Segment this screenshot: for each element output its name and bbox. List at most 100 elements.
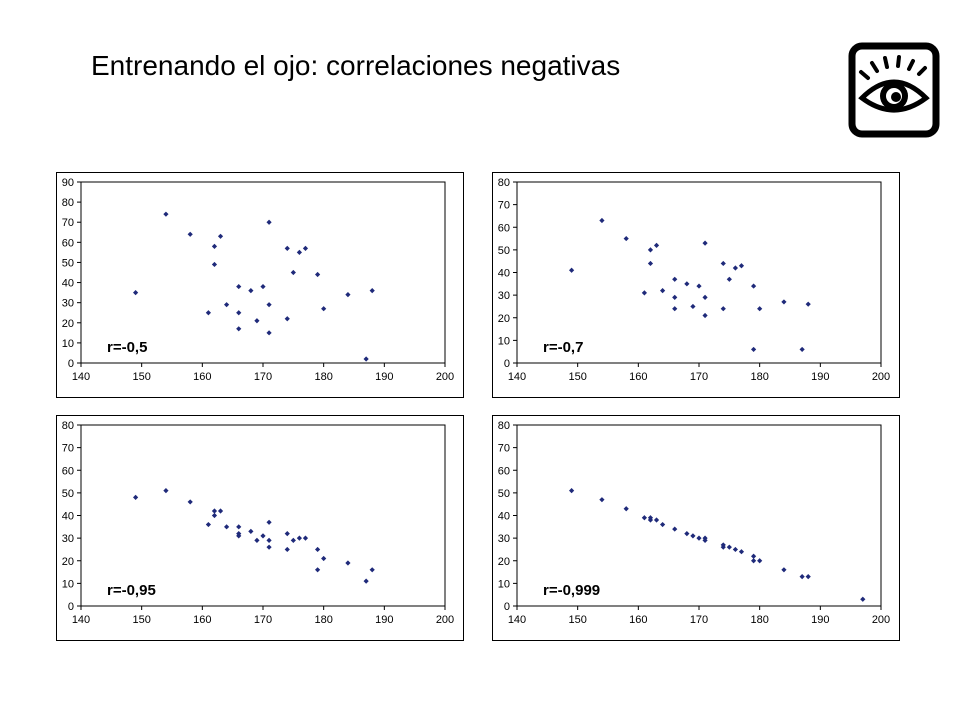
scatter-point bbox=[284, 546, 290, 553]
x-tick-label: 150 bbox=[568, 614, 586, 626]
scatter-point bbox=[284, 316, 290, 322]
scatter-point bbox=[684, 281, 690, 287]
x-tick-label: 180 bbox=[750, 371, 768, 383]
scatter-point bbox=[290, 269, 296, 276]
chart-frame bbox=[56, 415, 464, 641]
x-tick-label: 200 bbox=[872, 371, 890, 383]
correlation-label: r=-0,95 bbox=[107, 582, 156, 599]
scatter-point bbox=[672, 294, 678, 300]
scatter-point bbox=[315, 271, 321, 278]
chart-frame bbox=[56, 172, 464, 398]
x-tick-label: 180 bbox=[750, 614, 768, 626]
scatter-point bbox=[751, 553, 757, 559]
scatter-point bbox=[236, 310, 242, 316]
y-tick-label: 20 bbox=[62, 556, 74, 568]
x-tick-label: 190 bbox=[375, 614, 393, 626]
y-tick-label: 80 bbox=[62, 420, 74, 432]
y-tick-label: 40 bbox=[62, 278, 74, 290]
correlation-label: r=-0,999 bbox=[543, 582, 600, 599]
x-tick-label: 170 bbox=[254, 614, 272, 626]
y-tick-label: 60 bbox=[498, 222, 510, 234]
x-tick-label: 200 bbox=[872, 614, 890, 626]
x-tick-label: 180 bbox=[314, 614, 332, 626]
scatter-point bbox=[720, 260, 726, 267]
x-tick-label: 200 bbox=[436, 371, 454, 383]
scatter-point bbox=[266, 219, 272, 225]
y-tick-label: 50 bbox=[62, 488, 74, 500]
scatter-point bbox=[690, 303, 696, 310]
y-tick-label: 40 bbox=[498, 268, 510, 280]
scatter-point bbox=[315, 546, 321, 553]
x-tick-label: 190 bbox=[811, 614, 829, 626]
scatter-point bbox=[236, 533, 242, 539]
scatter-chart-r-0-5: 0 10 20 30 40 50 60 70 80 90 140 150 160 170 180 190 200… bbox=[56, 172, 464, 398]
scatter-point bbox=[187, 231, 193, 237]
scatter-point bbox=[345, 292, 351, 298]
scatter-point bbox=[217, 233, 224, 239]
y-tick-label: 20 bbox=[62, 318, 74, 330]
y-tick-label: 80 bbox=[62, 197, 74, 209]
y-tick-label: 60 bbox=[498, 465, 510, 477]
scatter-point bbox=[321, 306, 327, 312]
y-tick-label: 90 bbox=[62, 177, 74, 189]
chart-frame bbox=[492, 172, 900, 398]
scatter-chart-r-0-999: 0 10 20 30 40 50 60 70 80 140 150 160 170 180 190 200 r=… bbox=[492, 415, 900, 641]
y-tick-label: 80 bbox=[498, 177, 510, 189]
scatter-point bbox=[696, 283, 702, 289]
y-tick-label: 10 bbox=[498, 335, 510, 347]
scatter-chart-r-0-7: 0 10 20 30 40 50 60 70 80 140 150 160 170 180 190 200 r=… bbox=[492, 172, 900, 398]
scatter-point bbox=[211, 243, 218, 249]
scatter-point bbox=[284, 245, 290, 251]
scatter-point bbox=[751, 283, 757, 289]
scatter-point bbox=[696, 535, 702, 541]
scatter-point bbox=[302, 245, 309, 251]
x-tick-label: 190 bbox=[375, 371, 393, 383]
x-tick-label: 180 bbox=[314, 371, 332, 383]
y-tick-label: 30 bbox=[498, 290, 510, 302]
eye-icon bbox=[848, 42, 940, 138]
scatter-point bbox=[751, 558, 757, 564]
scatter-point bbox=[205, 310, 211, 316]
scatter-point bbox=[805, 301, 811, 307]
y-tick-label: 20 bbox=[498, 556, 510, 568]
scatter-point bbox=[653, 242, 660, 248]
x-tick-label: 170 bbox=[690, 371, 708, 383]
scatter-point bbox=[260, 533, 266, 539]
x-tick-label: 140 bbox=[72, 614, 90, 626]
y-tick-label: 70 bbox=[498, 200, 510, 212]
scatter-point bbox=[205, 521, 211, 528]
y-tick-label: 30 bbox=[498, 533, 510, 545]
y-tick-label: 50 bbox=[498, 245, 510, 257]
scatter-point bbox=[781, 299, 787, 305]
y-tick-label: 60 bbox=[62, 465, 74, 477]
scatter-point bbox=[672, 306, 678, 312]
y-tick-label: 0 bbox=[68, 601, 74, 613]
x-tick-label: 170 bbox=[254, 371, 272, 383]
y-tick-label: 30 bbox=[62, 298, 74, 310]
chart-frame bbox=[492, 415, 900, 641]
x-tick-label: 160 bbox=[629, 371, 647, 383]
x-tick-label: 160 bbox=[629, 614, 647, 626]
scatter-point bbox=[599, 217, 605, 224]
y-tick-label: 50 bbox=[62, 257, 74, 269]
y-tick-label: 70 bbox=[62, 443, 74, 455]
y-tick-label: 70 bbox=[62, 217, 74, 229]
scatter-point bbox=[757, 306, 763, 312]
scatter-point bbox=[236, 524, 242, 530]
x-tick-label: 190 bbox=[811, 371, 829, 383]
scatter-point bbox=[260, 283, 266, 290]
x-tick-label: 140 bbox=[508, 614, 526, 626]
y-tick-label: 70 bbox=[498, 443, 510, 455]
y-tick-label: 40 bbox=[62, 511, 74, 523]
y-tick-label: 0 bbox=[504, 601, 510, 613]
scatter-point bbox=[363, 356, 369, 362]
y-tick-label: 10 bbox=[498, 578, 510, 590]
correlation-label: r=-0,5 bbox=[107, 339, 147, 356]
scatter-point bbox=[224, 524, 230, 530]
scatter-point bbox=[302, 535, 309, 541]
scatter-point bbox=[799, 573, 805, 580]
x-tick-label: 150 bbox=[132, 371, 150, 383]
x-tick-label: 150 bbox=[568, 371, 586, 383]
y-tick-label: 40 bbox=[498, 511, 510, 523]
x-tick-label: 170 bbox=[690, 614, 708, 626]
